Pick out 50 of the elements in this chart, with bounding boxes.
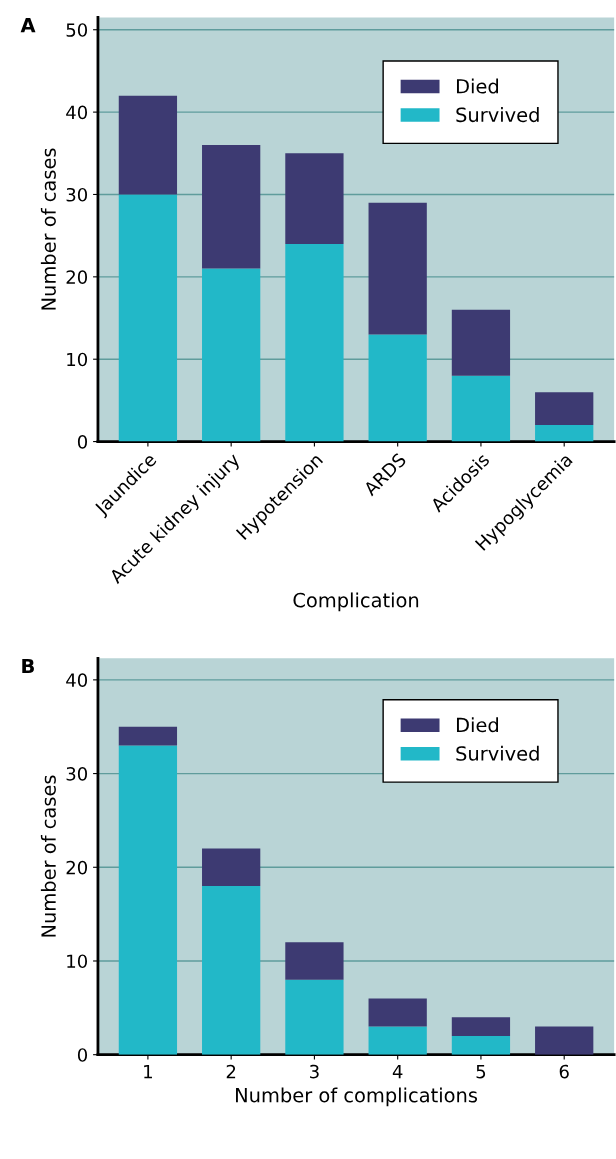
bar: [118, 194, 178, 442]
bar: [451, 1017, 511, 1036]
bar: [535, 1026, 594, 1055]
y-tick-label: 20: [66, 860, 88, 875]
bar: [285, 979, 344, 1055]
bar: [368, 1026, 427, 1055]
bar: [202, 886, 261, 1055]
y-tick-label: 10: [67, 954, 88, 969]
bar: [368, 334, 427, 442]
x-axis-title: Number of complications: [236, 1087, 478, 1107]
bar: [451, 375, 511, 442]
y-tick-label: 30: [66, 187, 88, 202]
bar: [285, 153, 344, 244]
x-tick-label: 4: [392, 1064, 403, 1079]
bar: [451, 309, 511, 376]
legend-label: Died: [456, 78, 498, 94]
chart-title: A: [20, 17, 36, 33]
y-tick-label: 20: [66, 270, 88, 284]
y-tick-label: 50: [66, 23, 88, 37]
y-tick-label: 0: [77, 1048, 88, 1062]
y-axis-title: Number of cases: [40, 148, 56, 310]
y-tick-label: 30: [66, 767, 88, 781]
x-tick-label: 2: [226, 1064, 236, 1079]
x-tick-label: 5: [476, 1064, 486, 1079]
x-axis-title: Complication: [293, 592, 419, 612]
bar: [118, 95, 178, 195]
bar: [285, 243, 344, 442]
x-tick-label: 6: [559, 1064, 569, 1079]
bar: [451, 1035, 511, 1055]
legend-label: Survived: [456, 107, 539, 123]
bar: [118, 745, 178, 1055]
chart-title: B: [22, 658, 34, 674]
y-tick-label: 40: [66, 673, 88, 687]
legend-label: Survived: [456, 745, 539, 761]
y-axis-title: Number of cases: [40, 775, 56, 937]
bar: [535, 425, 594, 442]
y-tick-label: 40: [66, 105, 88, 120]
y-tick-label: 0: [77, 435, 88, 449]
bar: [535, 392, 594, 426]
bar: [202, 268, 261, 442]
y-tick-label: 10: [67, 352, 88, 367]
bar: [368, 998, 427, 1027]
bar: [202, 848, 261, 887]
x-tick-label: 1: [144, 1064, 152, 1079]
bar: [285, 942, 344, 980]
x-tick-label: 3: [310, 1064, 319, 1079]
bar: [368, 202, 427, 335]
legend-label: Died: [456, 717, 498, 733]
bar: [118, 726, 178, 746]
bar: [202, 145, 261, 269]
